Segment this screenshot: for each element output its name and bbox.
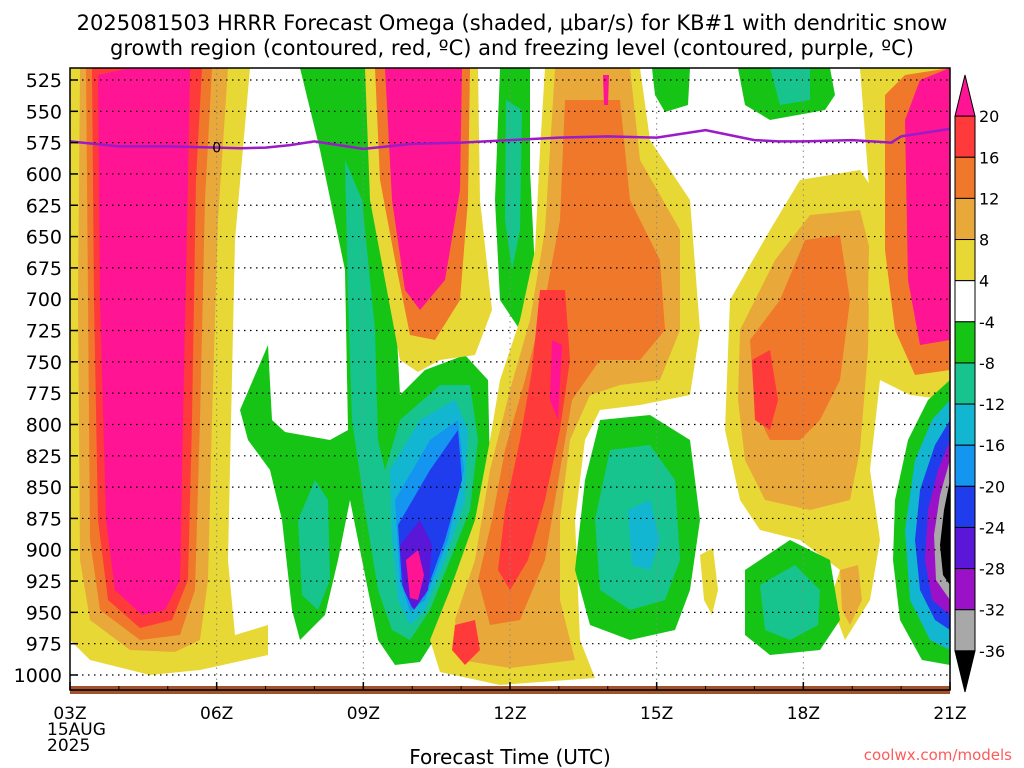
freezing-level-label: 0 bbox=[212, 141, 221, 157]
colorbar: 20 16 12 8 4 -4 -8 -12 -16 -20 -24 -28 -32 -36 bbox=[954, 74, 1005, 693]
y-tick-label: 875 bbox=[26, 508, 62, 530]
freezing-level-line bbox=[69, 127, 951, 151]
colorbar-swatch bbox=[954, 156, 976, 199]
y-tick-label: 650 bbox=[26, 227, 62, 249]
x-tick-label: 09Z bbox=[347, 704, 380, 724]
colorbar-swatch bbox=[954, 239, 976, 282]
omega-region-negative-6-8 bbox=[770, 68, 810, 105]
y-tick-label: 700 bbox=[26, 289, 62, 311]
y-axis: 525 550 575 600 625 650 675 700 725 750 775 800 825 8… bbox=[14, 70, 78, 687]
colorbar-label: -20 bbox=[979, 477, 1005, 496]
y-tick-label: 900 bbox=[26, 540, 62, 562]
chart-title-line2: growth region (contoured, red, ºC) and f… bbox=[110, 36, 914, 60]
omega-shading bbox=[70, 68, 950, 685]
x-axis-label: Forecast Time (UTC) bbox=[409, 745, 611, 768]
y-tick-label: 825 bbox=[26, 446, 62, 468]
x-tick-label: 15Z bbox=[640, 704, 673, 724]
colorbar-swatch bbox=[954, 444, 976, 487]
colorbar-swatch bbox=[954, 197, 976, 241]
omega-region-positive-2-20 bbox=[385, 68, 462, 310]
omega-region-negative-4-12 bbox=[628, 500, 660, 570]
colorbar-label: -8 bbox=[979, 354, 995, 373]
colorbar-label: 4 bbox=[979, 272, 989, 291]
y-tick-label: 1000 bbox=[14, 665, 62, 687]
omega-region-negative-1-28 bbox=[406, 550, 424, 600]
y-tick-label: 775 bbox=[26, 383, 62, 405]
colorbar-label: 12 bbox=[979, 189, 999, 208]
colorbar-swatch bbox=[954, 403, 976, 446]
colorbar-swatch bbox=[954, 650, 976, 693]
y-tick-label: 750 bbox=[26, 352, 62, 374]
chart-title-line1: 2025081503 HRRR Forecast Omega (shaded, … bbox=[77, 11, 948, 35]
omega-region-negative-8-36 bbox=[940, 480, 950, 585]
x-tick-label: 18Z bbox=[787, 704, 820, 724]
colorbar-swatch bbox=[954, 321, 976, 364]
grid bbox=[70, 68, 950, 690]
colorbar-swatch bbox=[954, 568, 976, 611]
x-tick-label: 12Z bbox=[493, 704, 526, 724]
omega-region-negative-2 bbox=[298, 480, 330, 610]
colorbar-swatch bbox=[954, 485, 976, 528]
y-tick-label: 850 bbox=[26, 477, 62, 499]
y-tick-label: 975 bbox=[26, 634, 62, 656]
x-start-label: 2025 bbox=[47, 736, 90, 756]
y-tick-label: 575 bbox=[26, 133, 62, 155]
omega-region-negative-7-8 bbox=[760, 565, 820, 640]
colorbar-label: 8 bbox=[979, 231, 989, 250]
colorbar-swatch bbox=[954, 609, 976, 652]
y-tick-label: 525 bbox=[26, 70, 62, 92]
colorbar-label: -12 bbox=[979, 395, 1005, 414]
colorbar-swatch bbox=[954, 115, 976, 158]
omega-region-positive-3-20p bbox=[550, 340, 562, 420]
y-tick-label: 675 bbox=[26, 258, 62, 280]
colorbar-label: -16 bbox=[979, 436, 1005, 455]
omega-region-positive-5 bbox=[700, 548, 718, 615]
colorbar-label: -24 bbox=[979, 518, 1005, 537]
colorbar-label: -36 bbox=[979, 642, 1005, 661]
y-tick-label: 925 bbox=[26, 571, 62, 593]
x-tick-label: 06Z bbox=[200, 704, 233, 724]
y-tick-label: 600 bbox=[26, 164, 62, 186]
omega-region-positive-3-20p2 bbox=[603, 75, 609, 105]
omega-region-positive-6-20 bbox=[905, 68, 950, 345]
omega-region-negative-5 bbox=[652, 68, 690, 112]
colorbar-swatch bbox=[954, 362, 976, 405]
colorbar-swatch bbox=[954, 526, 976, 570]
colorbar-label: -28 bbox=[979, 560, 1005, 579]
colorbar-label: 20 bbox=[979, 107, 999, 126]
y-tick-label: 550 bbox=[26, 101, 62, 123]
y-tick-label: 950 bbox=[26, 602, 62, 624]
omega-region-positive-1-20b bbox=[98, 68, 190, 615]
colorbar-label: -32 bbox=[979, 601, 1005, 620]
omega-region-positive-4-small bbox=[840, 565, 862, 625]
omega-region-positive-4-20 bbox=[752, 350, 778, 430]
y-tick-label: 625 bbox=[26, 195, 62, 217]
colorbar-swatch bbox=[954, 280, 976, 323]
colorbar-swatch bbox=[954, 74, 976, 117]
omega-region-positive-3-small bbox=[452, 620, 480, 665]
x-start-label: 03Z bbox=[53, 704, 86, 724]
x-start-label: 15AUG bbox=[47, 720, 106, 740]
y-tick-label: 725 bbox=[26, 321, 62, 343]
colorbar-label: 16 bbox=[979, 148, 999, 167]
credit-text: coolwx.com/models bbox=[864, 746, 1012, 764]
colorbar-label: -4 bbox=[979, 313, 995, 332]
y-tick-label: 800 bbox=[26, 414, 62, 436]
x-tick-label: 21Z bbox=[933, 704, 966, 724]
